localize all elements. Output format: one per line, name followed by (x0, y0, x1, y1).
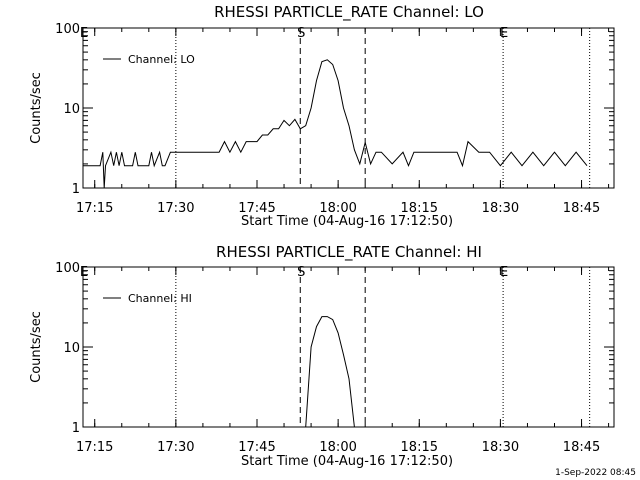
series-line-hi (305, 316, 355, 428)
x-tick-label-18:45: 18:45 (563, 201, 600, 216)
plot-frame-lo (82, 27, 615, 189)
x-tick-label-17:45: 17:45 (238, 440, 275, 455)
plot-frame-hi (82, 266, 615, 428)
series-line-lo (83, 59, 588, 189)
x-tick-label-17:15: 17:15 (76, 440, 113, 455)
x-axis-label-lo: Start Time (04-Aug-16 17:12:50) (241, 214, 453, 229)
x-tick-label-18:30: 18:30 (482, 440, 519, 455)
marker-label-E-0: E (80, 26, 88, 41)
x-tick-label-17:30: 17:30 (157, 201, 194, 216)
y-tick-label-10: 10 (63, 341, 80, 356)
marker-label-E-0: E (80, 265, 88, 280)
marker-label-S-2: S (297, 265, 305, 280)
x-tick-label-18:15: 18:15 (401, 201, 438, 216)
y-tick-label-1: 1 (72, 421, 80, 436)
footer-date: 1-Sep-2022 08:45 (555, 468, 636, 478)
marker-label-E-4: E (500, 265, 508, 280)
y-tick-label-1: 1 (72, 182, 80, 197)
y-tick-label-100: 100 (55, 22, 80, 37)
x-tick-label-17:30: 17:30 (157, 440, 194, 455)
y-axis-label-lo: Counts/sec (29, 72, 44, 144)
legend-label-hi: Channel: HI (128, 292, 192, 305)
x-tick-label-18:00: 18:00 (319, 440, 356, 455)
x-tick-label-18:45: 18:45 (563, 440, 600, 455)
x-tick-label-17:15: 17:15 (76, 201, 113, 216)
x-tick-label-18:00: 18:00 (319, 201, 356, 216)
chart-title-lo: RHESSI PARTICLE_RATE Channel: LO (214, 3, 484, 22)
chart-title-hi: RHESSI PARTICLE_RATE Channel: HI (216, 243, 482, 262)
x-tick-label-18:30: 18:30 (482, 201, 519, 216)
y-axis-label-hi: Counts/sec (29, 311, 44, 383)
y-tick-label-10: 10 (63, 102, 80, 117)
x-tick-label-18:15: 18:15 (401, 440, 438, 455)
panel-hi: RHESSI PARTICLE_RATE Channel: HI E S E 17:… (29, 243, 615, 469)
x-tick-label-17:45: 17:45 (238, 201, 275, 216)
y-tick-label-100: 100 (55, 261, 80, 276)
marker-label-S-2: S (297, 26, 305, 41)
x-axis-label-hi: Start Time (04-Aug-16 17:12:50) (241, 454, 453, 469)
marker-label-E-4: E (500, 26, 508, 41)
legend-label-lo: Channel: LO (128, 53, 195, 66)
panel-lo: RHESSI PARTICLE_RATE Channel: LO E S E 17:… (29, 3, 615, 229)
